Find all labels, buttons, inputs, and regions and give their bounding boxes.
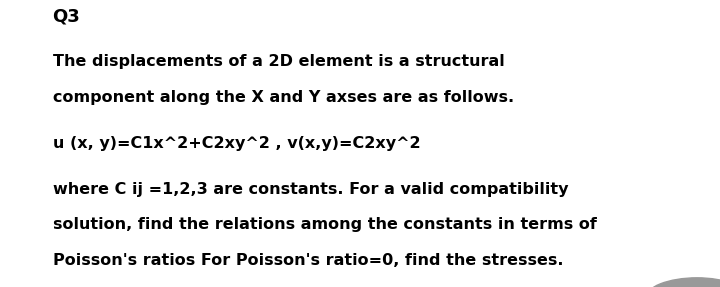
Circle shape bbox=[645, 278, 720, 287]
Text: component along the X and Y axses are as follows.: component along the X and Y axses are as… bbox=[53, 90, 513, 105]
Text: Q3: Q3 bbox=[53, 8, 81, 26]
Text: u (x, y)=C1x^2+C2xy^2 , v(x,y)=C2xy^2: u (x, y)=C1x^2+C2xy^2 , v(x,y)=C2xy^2 bbox=[53, 136, 420, 151]
Text: solution, find the relations among the constants in terms of: solution, find the relations among the c… bbox=[53, 218, 596, 232]
Text: Poisson's ratios For Poisson's ratio=0, find the stresses.: Poisson's ratios For Poisson's ratio=0, … bbox=[53, 253, 563, 268]
Text: where C ij =1,2,3 are constants. For a valid compatibility: where C ij =1,2,3 are constants. For a v… bbox=[53, 182, 568, 197]
Text: The displacements of a 2D element is a structural: The displacements of a 2D element is a s… bbox=[53, 54, 504, 69]
